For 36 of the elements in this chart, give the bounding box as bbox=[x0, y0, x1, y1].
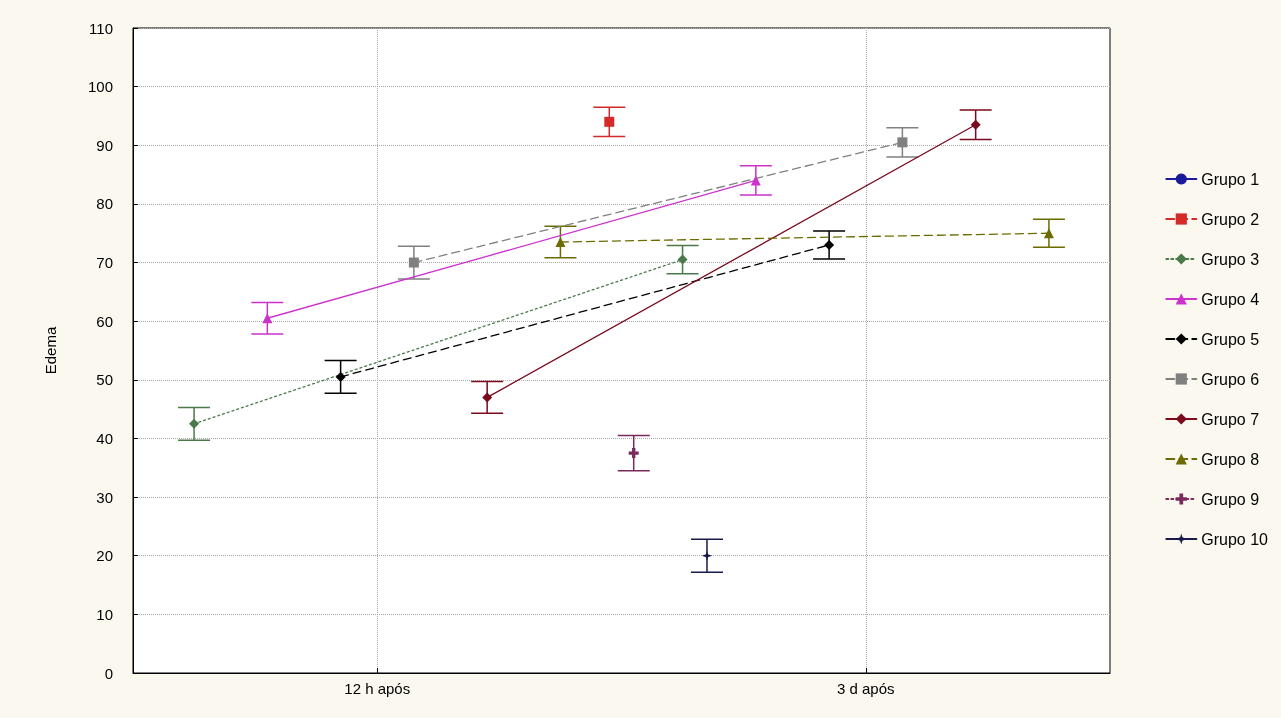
point bbox=[824, 239, 835, 250]
x-tick-label: 3 d após bbox=[836, 680, 895, 697]
point bbox=[970, 119, 981, 130]
point bbox=[482, 392, 493, 403]
y-tick-label: 20 bbox=[96, 547, 113, 565]
point bbox=[189, 418, 200, 429]
legend-label: Grupo 7 bbox=[1201, 410, 1260, 428]
legend-label: Grupo 8 bbox=[1201, 450, 1260, 468]
point bbox=[701, 550, 712, 561]
y-tick-label: 80 bbox=[96, 195, 113, 213]
x-tick-label: 12 h após bbox=[344, 680, 411, 697]
legend-label: Grupo 3 bbox=[1201, 250, 1260, 268]
point bbox=[897, 137, 908, 148]
y-tick-label: 110 bbox=[89, 19, 113, 37]
legend-label: Grupo 9 bbox=[1201, 490, 1260, 508]
point bbox=[335, 371, 346, 382]
y-tick-label: 70 bbox=[96, 254, 113, 272]
y-tick-label: 60 bbox=[96, 312, 113, 330]
y-tick-label: 30 bbox=[96, 488, 113, 506]
y-tick-label: 40 bbox=[96, 429, 113, 447]
point bbox=[604, 116, 615, 127]
legend-label: Grupo 6 bbox=[1201, 370, 1260, 388]
point bbox=[628, 448, 639, 459]
y-tick-label: 90 bbox=[96, 136, 113, 154]
y-tick-label: 50 bbox=[96, 371, 113, 389]
legend-label: Grupo 1 bbox=[1201, 170, 1260, 188]
y-tick-label: 0 bbox=[104, 664, 113, 682]
point bbox=[677, 254, 688, 265]
y-tick-label: 10 bbox=[96, 605, 113, 623]
y-tick-label: 100 bbox=[87, 78, 113, 96]
legend-label: Grupo 5 bbox=[1201, 330, 1260, 348]
legend-label: Grupo 10 bbox=[1201, 530, 1269, 548]
y-axis-title: Edema bbox=[42, 326, 59, 375]
point bbox=[408, 257, 419, 268]
legend-label: Grupo 4 bbox=[1201, 290, 1260, 308]
legend-label: Grupo 2 bbox=[1201, 210, 1260, 228]
